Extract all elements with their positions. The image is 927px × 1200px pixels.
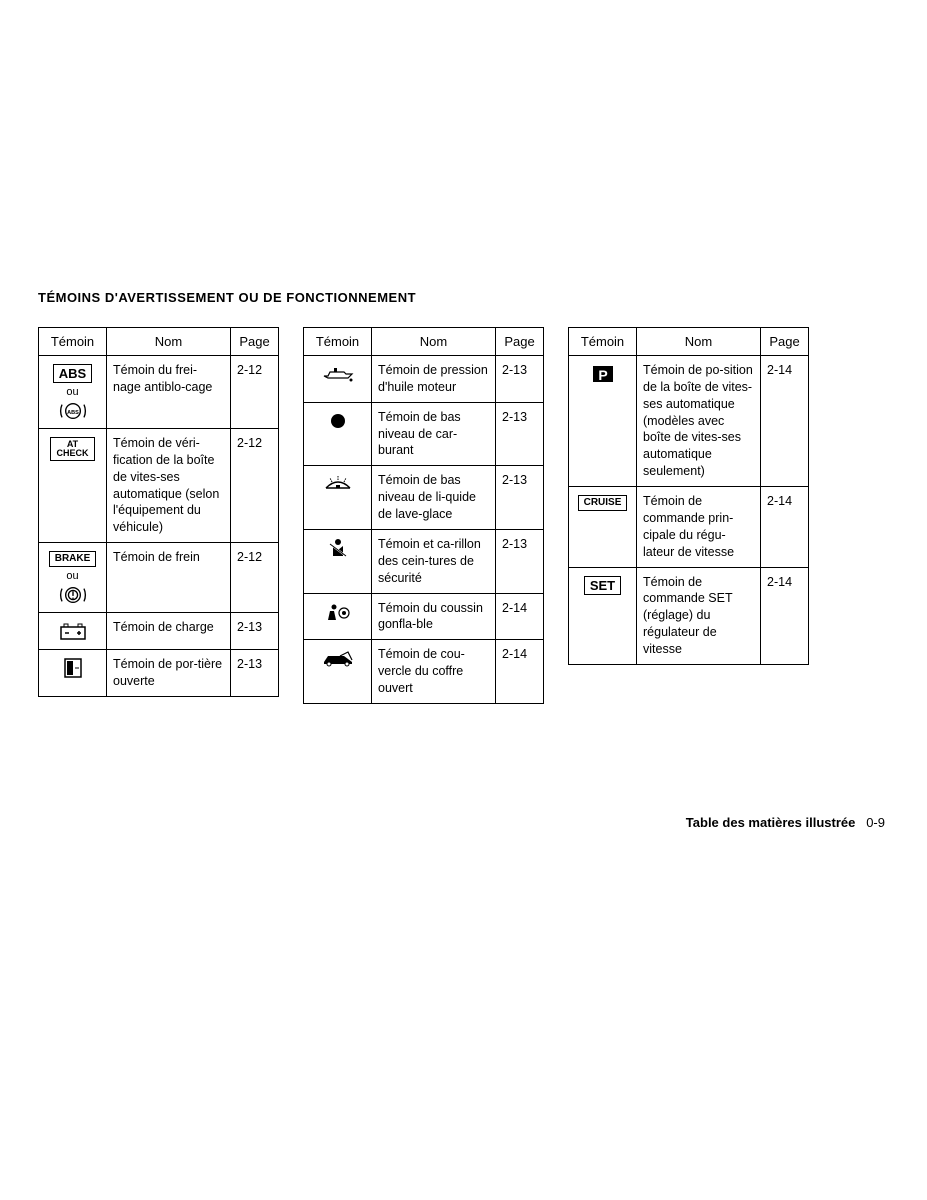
page-footer: Table des matières illustrée 0-9 <box>686 815 885 830</box>
icon-cell <box>39 613 107 650</box>
washer-fluid-icon <box>318 472 358 496</box>
footer-title: Table des matières illustrée <box>686 815 856 830</box>
page-content: TÉMOINS D'AVERTISSEMENT OU DE FONCTIONNE… <box>38 290 888 704</box>
tables-row: Témoin Nom Page ABS ou Témoin du frei-na… <box>38 327 888 704</box>
abs-icon: ABS ou <box>45 362 100 422</box>
icon-cell <box>39 650 107 697</box>
name-cell: Témoin de frein <box>107 543 231 613</box>
park-position-icon <box>575 362 630 386</box>
name-cell: Témoin de véri-fication de la boîte de v… <box>107 428 231 542</box>
icon-cell <box>304 466 372 530</box>
page-cell: 2-14 <box>761 355 809 486</box>
table-row: ABS ou Témoin du frei-nage antiblo-cage … <box>39 355 279 428</box>
section-title: TÉMOINS D'AVERTISSEMENT OU DE FONCTIONNE… <box>38 290 888 307</box>
name-cell: Témoin de po-sition de la boîte de vites… <box>637 355 761 486</box>
icon-cell: CRUISE <box>569 487 637 568</box>
page-cell: 2-13 <box>231 650 279 697</box>
icon-cell: SET <box>569 567 637 664</box>
table-row: Témoin de por-tière ouverte 2-13 <box>39 650 279 697</box>
col-header-icon: Témoin <box>569 327 637 355</box>
page-cell: 2-14 <box>761 487 809 568</box>
col-header-name: Nom <box>637 327 761 355</box>
name-cell: Témoin de commande SET (réglage) du régu… <box>637 567 761 664</box>
table-row: BRAKE ou Témoin de frein 2-12 <box>39 543 279 613</box>
brake-icon: BRAKE ou <box>45 549 100 606</box>
name-cell: Témoin de bas niveau de li-quide de lave… <box>372 466 496 530</box>
indicator-table: Témoin Nom Page Témoin de po-sition de l… <box>568 327 809 665</box>
table-row: Témoin et ca-rillon des cein-tures de sé… <box>304 529 544 593</box>
indicator-table: Témoin Nom Page ABS ou Témoin du frei-na… <box>38 327 279 697</box>
icon-cell <box>304 529 372 593</box>
indicator-table: Témoin Nom Page Témoin de pression d'hui… <box>303 327 544 704</box>
footer-page: 0-9 <box>866 815 885 830</box>
table-row: Témoin de cou-vercle du coffre ouvert 2-… <box>304 640 544 704</box>
name-cell: Témoin du coussin gonfla-ble <box>372 593 496 640</box>
oil-pressure-icon <box>318 362 358 386</box>
low-fuel-icon <box>318 409 358 433</box>
name-cell: Témoin de charge <box>107 613 231 650</box>
col-header-icon: Témoin <box>304 327 372 355</box>
page-cell: 2-13 <box>496 529 544 593</box>
table-row: Témoin du coussin gonfla-ble 2-14 <box>304 593 544 640</box>
table-row: Témoin de po-sition de la boîte de vites… <box>569 355 809 486</box>
table-row: Témoin de bas niveau de li-quide de lave… <box>304 466 544 530</box>
name-cell: Témoin de por-tière ouverte <box>107 650 231 697</box>
table-row: ATCHECK Témoin de véri-fication de la bo… <box>39 428 279 542</box>
col-header-name: Nom <box>107 327 231 355</box>
table-row: Témoin de bas niveau de car-burant 2-13 <box>304 402 544 466</box>
cruise-icon: CRUISE <box>575 493 630 513</box>
set-icon: SET <box>575 574 630 597</box>
col-header-page: Page <box>231 327 279 355</box>
col-header-icon: Témoin <box>39 327 107 355</box>
airbag-icon <box>318 600 358 624</box>
trunk-open-icon <box>318 646 358 670</box>
door-open-icon <box>53 656 93 680</box>
page-cell: 2-13 <box>496 402 544 466</box>
col-header-name: Nom <box>372 327 496 355</box>
seatbelt-icon <box>318 536 358 560</box>
icon-cell <box>304 355 372 402</box>
icon-cell <box>304 640 372 704</box>
page-cell: 2-12 <box>231 355 279 428</box>
table-row: CRUISE Témoin de commande prin-cipale du… <box>569 487 809 568</box>
page-cell: 2-13 <box>496 466 544 530</box>
name-cell: Témoin de cou-vercle du coffre ouvert <box>372 640 496 704</box>
name-cell: Témoin du frei-nage antiblo-cage <box>107 355 231 428</box>
name-cell: Témoin et ca-rillon des cein-tures de sé… <box>372 529 496 593</box>
page-cell: 2-13 <box>496 355 544 402</box>
icon-cell: ABS ou <box>39 355 107 428</box>
icon-cell <box>569 355 637 486</box>
page-cell: 2-14 <box>496 593 544 640</box>
icon-cell: BRAKE ou <box>39 543 107 613</box>
col-header-page: Page <box>496 327 544 355</box>
table-row: Témoin de pression d'huile moteur 2-13 <box>304 355 544 402</box>
icon-cell: ATCHECK <box>39 428 107 542</box>
name-cell: Témoin de bas niveau de car-burant <box>372 402 496 466</box>
page-cell: 2-14 <box>496 640 544 704</box>
name-cell: Témoin de pression d'huile moteur <box>372 355 496 402</box>
col-header-page: Page <box>761 327 809 355</box>
at-check-icon: ATCHECK <box>45 435 100 463</box>
icon-cell <box>304 593 372 640</box>
page-cell: 2-14 <box>761 567 809 664</box>
icon-cell <box>304 402 372 466</box>
name-cell: Témoin de commande prin-cipale du régu-l… <box>637 487 761 568</box>
battery-icon <box>53 619 93 643</box>
page-cell: 2-13 <box>231 613 279 650</box>
table-row: SET Témoin de commande SET (réglage) du … <box>569 567 809 664</box>
page-cell: 2-12 <box>231 428 279 542</box>
page-cell: 2-12 <box>231 543 279 613</box>
table-row: Témoin de charge 2-13 <box>39 613 279 650</box>
